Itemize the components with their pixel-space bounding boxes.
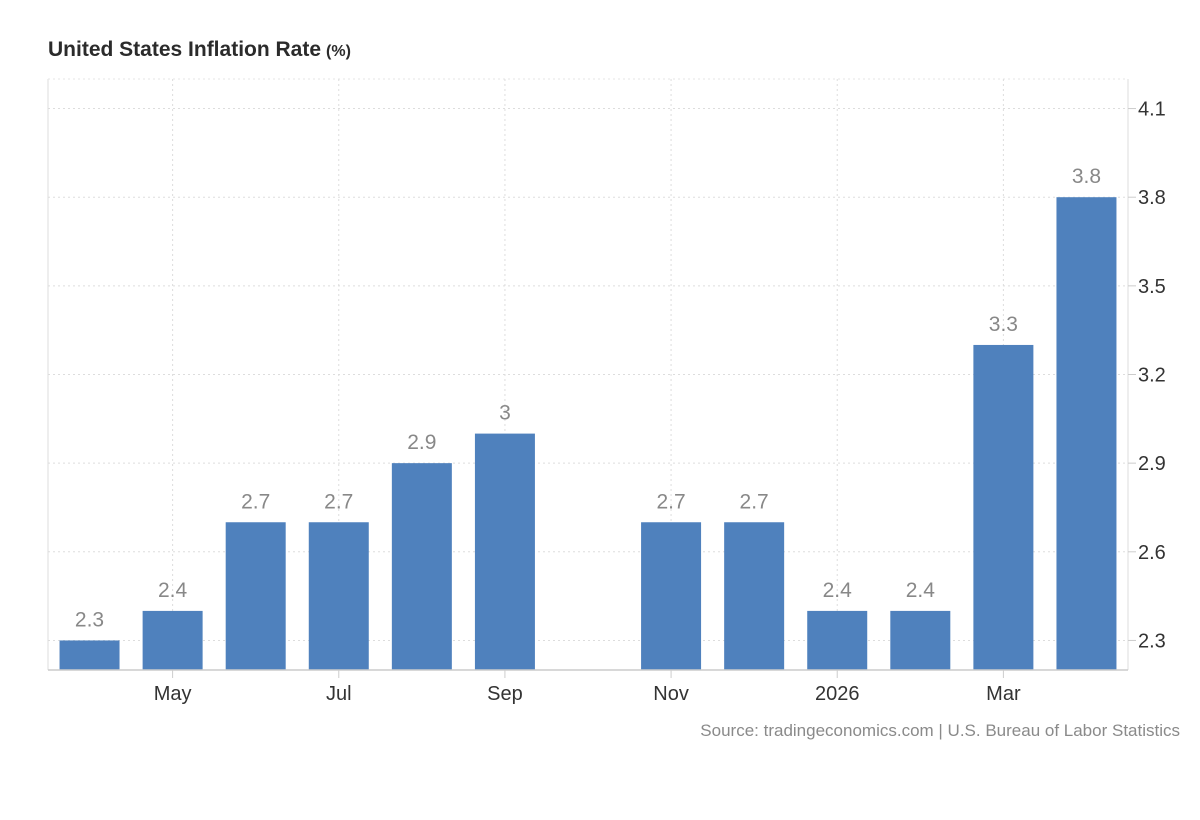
data-label: 2.7 [740,490,769,513]
y-tick-label: 3.5 [1138,276,1166,298]
data-label: 2.4 [158,579,188,602]
y-tick-label: 4.1 [1138,99,1166,121]
chart-title-block: United States Inflation Rate (%) [48,38,351,62]
bar [142,610,203,670]
x-tick-label: Jul [326,683,352,705]
y-tick-label: 3.2 [1138,365,1166,387]
data-label: 2.9 [407,431,436,454]
data-label: 2.7 [656,490,685,513]
bar [641,522,702,670]
x-tick-label: Mar [986,683,1021,705]
data-label: 3.8 [1072,165,1101,188]
bar [474,433,535,670]
x-tick-label: May [154,683,192,705]
data-label: 2.7 [324,490,353,513]
bar [1056,197,1117,670]
data-label: 2.4 [823,579,853,602]
bar [724,522,785,670]
chart-unit: (%) [326,43,351,60]
bar [890,610,951,670]
data-label: 2.4 [906,579,936,602]
bar [391,463,452,670]
data-label: 3.3 [989,313,1018,336]
y-tick-label: 3.8 [1138,187,1166,209]
source-caption: Source: tradingeconomics.com | U.S. Bure… [700,721,1180,740]
chart-title: United States Inflation Rate [48,38,322,61]
bar [973,344,1034,670]
y-tick-label: 2.6 [1138,542,1166,564]
bar-chart: 2.3 2.6 2.9 3.2 3.5 3.8 4.1 May Jul Sep Nov 2026 Mar… [47,78,1166,705]
x-tick-label: Nov [653,683,689,705]
bar [807,610,868,670]
bar [308,522,369,670]
y-tick-label: 2.9 [1138,453,1166,475]
x-tick-label: 2026 [815,683,860,705]
data-label: 2.7 [241,490,270,513]
bar [225,522,286,670]
data-label: 2.3 [75,608,104,631]
x-tick-label: Sep [487,683,523,705]
y-tick-label: 2.3 [1138,630,1166,652]
data-label: 3 [499,402,511,425]
bar [59,640,120,670]
